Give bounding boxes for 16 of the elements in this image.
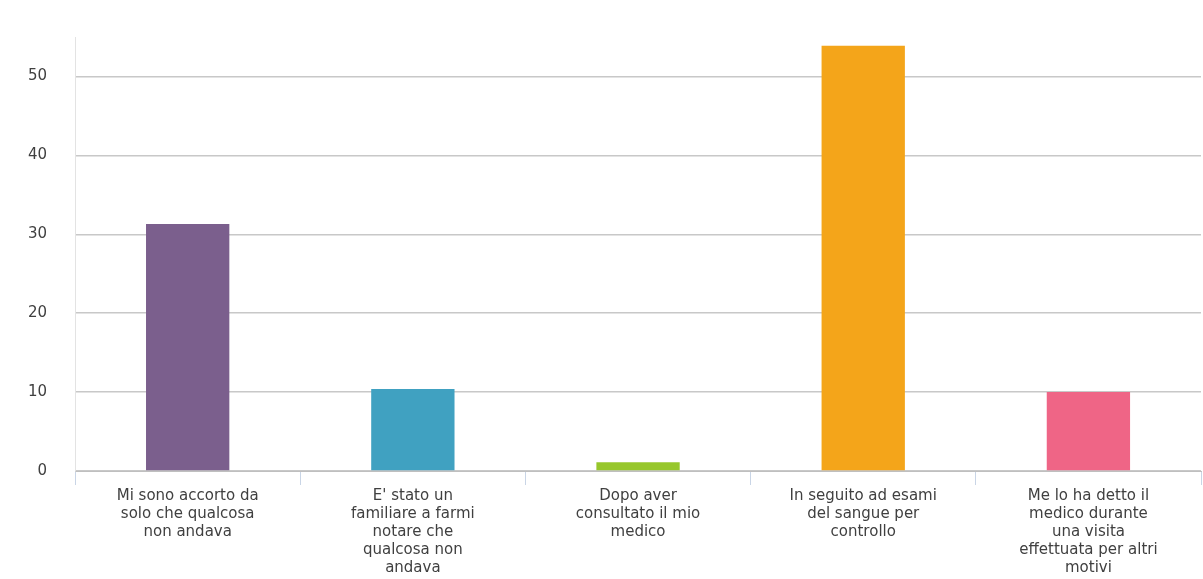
- y-tick-label: 40: [27, 145, 48, 164]
- y-tick-label: 10: [27, 381, 48, 400]
- y-tick-label: 20: [27, 303, 48, 322]
- bar: [821, 45, 905, 471]
- x-tick-label: E' stato un familiare a farmi notare che qualcosa non andava: [350, 485, 475, 576]
- bar: [596, 462, 680, 471]
- y-tick-label: 0: [37, 460, 48, 479]
- bar: [371, 388, 455, 471]
- y-tick-label: 50: [27, 66, 48, 85]
- x-tick-label: Dopo aver consultato il mio medico: [575, 485, 701, 540]
- x-tick-label: In seguito ad esami del sangue per controllo: [789, 485, 937, 540]
- bar: [146, 224, 230, 471]
- x-tick-label: Me lo ha detto il medico durante una visita effettuata per altri motivi: [1019, 485, 1158, 576]
- x-tick-label: Mi sono accorto da solo che qualcosa non andava: [116, 485, 259, 540]
- y-tick-label: 30: [27, 224, 48, 243]
- bar: [1046, 392, 1131, 471]
